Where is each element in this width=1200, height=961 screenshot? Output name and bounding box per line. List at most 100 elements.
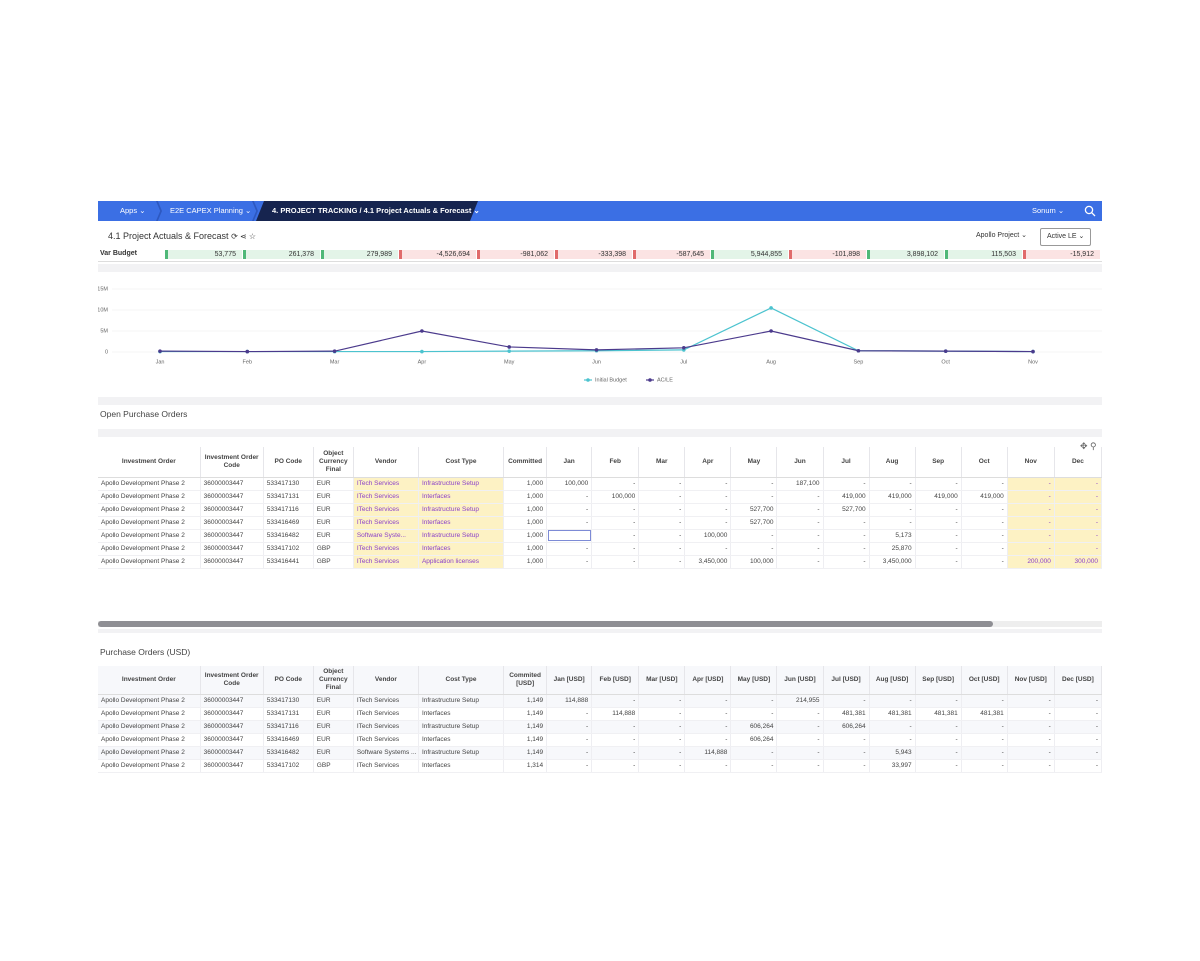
table-cell: -: [1007, 707, 1055, 721]
nav-item[interactable]: 4. PROJECT TRACKING / 4.1 Project Actual…: [272, 206, 480, 215]
table-row: Apollo Development Phase 2 36000003447 533…: [98, 503, 1102, 517]
search-icon[interactable]: [1084, 205, 1096, 217]
table-cell: -: [869, 694, 916, 708]
table-cell: 1,149: [503, 694, 548, 708]
table-cell: -: [684, 542, 732, 556]
table-cell: -: [730, 707, 778, 721]
series-point: [682, 346, 686, 350]
legend-dot: [586, 378, 590, 382]
table-cell: -: [546, 720, 593, 734]
table-cell: -: [776, 555, 824, 569]
table-cell: -: [638, 529, 686, 543]
filter-label: Active LE: [1047, 233, 1077, 240]
nav-item[interactable]: E2E CAPEX Planning ⌄: [170, 206, 252, 215]
table-cell: -: [776, 503, 824, 517]
table-cell: -: [546, 516, 593, 530]
table-cell: 1,149: [503, 720, 548, 734]
table-cell: -: [638, 720, 686, 734]
table-cell: -: [915, 733, 962, 747]
table-cell: -: [638, 516, 686, 530]
table-cell: 533417131: [263, 490, 314, 504]
table-cell: 187,100: [776, 477, 824, 491]
table-cell: GBP: [313, 542, 354, 556]
table-cell: 36000003447: [200, 759, 264, 773]
series-point: [594, 348, 599, 352]
header-row: Investment Order Investment Order Code PO …: [98, 666, 1102, 695]
table-cell: 533416482: [263, 746, 314, 760]
table-cell: -: [1007, 529, 1055, 543]
divider: [98, 397, 1102, 405]
series-point: [420, 329, 424, 333]
table-cell: -: [638, 707, 686, 721]
table-cell: 533417130: [263, 694, 314, 708]
table-cell: ITech Services: [353, 694, 419, 708]
table-cell: -: [591, 720, 640, 734]
var-budget-cell: -101,898: [789, 250, 866, 259]
table-cell: 481,381: [823, 707, 870, 721]
table-cell: 100,000: [684, 529, 732, 543]
table-cell: -: [915, 516, 962, 530]
table-cell: -: [684, 503, 732, 517]
table-cell: ITech Services: [353, 733, 419, 747]
table-cell: 606,264: [823, 720, 870, 734]
table-cell: -: [1054, 503, 1102, 517]
table-cell: Infrastructure Setup: [418, 529, 505, 543]
x-tick-label: Sep: [854, 359, 864, 365]
table-row: Apollo Development Phase 2 36000003447 533…: [98, 720, 1102, 734]
table-row: Apollo Development Phase 2 36000003447 533…: [98, 707, 1102, 721]
table-cell: -: [638, 477, 686, 491]
header-icons[interactable]: ⟳ ⋖ ☆: [231, 232, 257, 241]
column-header: Investment Order: [98, 447, 201, 478]
x-tick-label: Nov: [1028, 359, 1038, 365]
table-cell: 1,149: [503, 746, 548, 760]
table-cell: 114,888: [591, 707, 640, 721]
table-row: Apollo Development Phase 2 36000003447 533…: [98, 490, 1102, 504]
var-budget-cell: -333,398: [555, 250, 632, 259]
table-cell: Apollo Development Phase 2: [98, 720, 201, 734]
x-tick-label: Oct: [941, 359, 950, 365]
table-cell: -: [591, 694, 640, 708]
table-cell: GBP: [313, 759, 354, 773]
table-cell: EUR: [313, 490, 354, 504]
table-cell: 481,381: [961, 707, 1008, 721]
table-cell: EUR: [313, 707, 354, 721]
table-cell: -: [776, 542, 824, 556]
table-cell: -: [684, 733, 732, 747]
filter[interactable]: Active LE ⌄: [1040, 228, 1092, 246]
table-cell: -: [638, 759, 686, 773]
table-cell: -: [1007, 746, 1055, 760]
scroll-thumb[interactable]: [98, 621, 993, 627]
column-header: Feb: [591, 447, 640, 478]
table-cell: 419,000: [823, 490, 870, 504]
table-cell: 36000003447: [200, 516, 264, 530]
table-cell: 3,450,000: [869, 555, 916, 569]
table-cell: -: [823, 746, 870, 760]
scrollbar[interactable]: [98, 621, 1102, 627]
user-menu[interactable]: Sonum ⌄: [1032, 206, 1065, 215]
table-cell: Interfaces: [418, 759, 505, 773]
table-cell: 606,264: [730, 733, 778, 747]
table-cell: -: [823, 477, 870, 491]
table-cell: Software Syste...: [353, 529, 419, 543]
filter[interactable]: Apollo Project ⌄: [976, 232, 1028, 239]
column-header: Commited [USD]: [503, 666, 548, 695]
table-cell: 200,000: [1007, 555, 1055, 569]
table-cell: -: [638, 694, 686, 708]
table-cell: -: [684, 477, 732, 491]
nav-item[interactable]: Apps ⌄: [120, 206, 146, 215]
chart: 0 5M 10M 15M Jan Feb Mar Apr May Jun Jul Aug Sep Oct N…: [98, 286, 1102, 383]
table-cell: 25,870: [869, 542, 916, 556]
table-cell: -: [869, 720, 916, 734]
var-budget-row: Var Budget 53,775 261,378 279,989 -4,526,694…: [98, 249, 1102, 262]
table-cell: 527,700: [823, 503, 870, 517]
var-budget-cell: -981,062: [477, 250, 554, 259]
table-cell: Apollo Development Phase 2: [98, 746, 201, 760]
table-cell: -: [869, 503, 916, 517]
table-tools[interactable]: ✥ ⚲: [1080, 441, 1097, 451]
section-title: Purchase Orders (USD): [100, 647, 191, 657]
column-header: Jul: [823, 447, 870, 478]
table-cell: 533417102: [263, 759, 314, 773]
series-point: [420, 349, 424, 354]
series-point: [769, 306, 773, 310]
